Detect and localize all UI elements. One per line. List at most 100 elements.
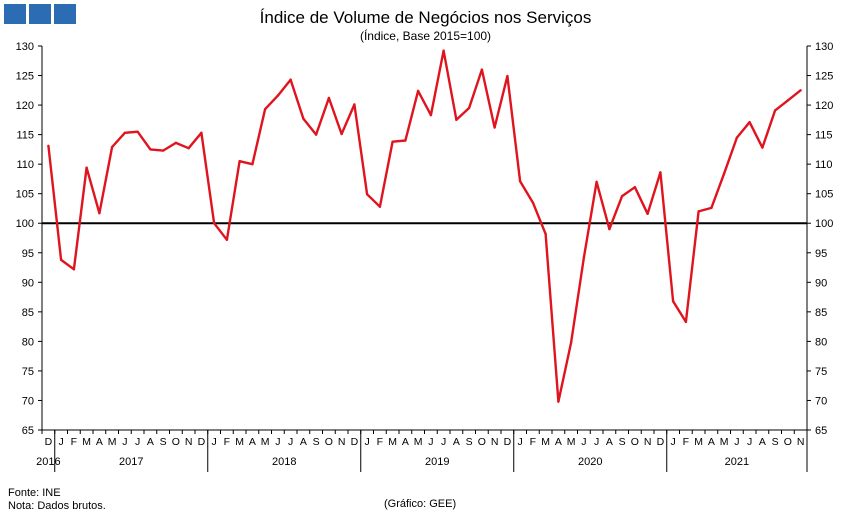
data-point bbox=[200, 131, 203, 135]
x-month-label: J bbox=[122, 436, 127, 448]
x-month-label: O bbox=[631, 436, 639, 448]
data-point bbox=[442, 49, 445, 52]
x-month-label: A bbox=[453, 436, 460, 448]
x-year-label: 2018 bbox=[272, 456, 296, 468]
x-month-label: J bbox=[734, 436, 739, 448]
y-tick-label-left: 130 bbox=[16, 41, 34, 53]
x-month-label: M bbox=[720, 436, 729, 448]
data-point bbox=[633, 185, 637, 189]
x-month-label: M bbox=[82, 436, 91, 448]
data-point bbox=[518, 180, 522, 183]
data-point bbox=[327, 96, 331, 100]
x-month-label: S bbox=[772, 436, 779, 448]
x-month-label: J bbox=[747, 436, 752, 448]
x-month-label: D bbox=[198, 436, 206, 448]
x-year-label: 2017 bbox=[119, 456, 143, 468]
x-month-label: O bbox=[172, 436, 180, 448]
data-point bbox=[238, 160, 241, 163]
data-note: Nota: Dados brutos. bbox=[8, 500, 106, 512]
x-month-label: N bbox=[185, 436, 193, 448]
x-month-label: O bbox=[325, 436, 333, 448]
y-tick-label-right: 65 bbox=[815, 425, 827, 437]
data-point bbox=[620, 194, 624, 198]
y-tick-label-left: 75 bbox=[22, 366, 34, 378]
data-point bbox=[353, 103, 356, 106]
data-point bbox=[391, 140, 394, 143]
x-month-label: S bbox=[619, 436, 626, 448]
data-point bbox=[59, 258, 63, 262]
x-month-label: J bbox=[59, 436, 64, 448]
x-month-label: J bbox=[365, 436, 370, 448]
data-point bbox=[174, 141, 178, 145]
data-point bbox=[735, 136, 739, 139]
x-month-label: A bbox=[96, 436, 103, 448]
data-point bbox=[161, 149, 165, 152]
x-year-label: 2019 bbox=[425, 456, 449, 468]
y-tick-label-left: 65 bbox=[22, 425, 34, 437]
data-point bbox=[110, 145, 114, 149]
y-tick-label-left: 70 bbox=[22, 395, 34, 407]
x-month-label: S bbox=[313, 436, 320, 448]
data-point bbox=[722, 172, 726, 175]
data-point bbox=[557, 400, 560, 403]
y-tick-label-right: 95 bbox=[815, 248, 827, 260]
data-point bbox=[544, 232, 547, 236]
data-point bbox=[531, 201, 535, 204]
data-point bbox=[302, 117, 305, 120]
data-point bbox=[314, 133, 318, 136]
data-point bbox=[187, 147, 190, 150]
data-point bbox=[773, 109, 777, 112]
data-point bbox=[149, 148, 152, 151]
y-tick-label-left: 120 bbox=[16, 100, 34, 112]
data-point bbox=[748, 121, 751, 124]
data-point bbox=[85, 166, 88, 169]
x-month-label: J bbox=[594, 436, 599, 448]
y-tick-label-right: 80 bbox=[815, 336, 827, 348]
x-month-label: D bbox=[504, 436, 512, 448]
x-month-label: A bbox=[249, 436, 256, 448]
x-month-label: A bbox=[147, 436, 154, 448]
page-subtitle: (Índice, Base 2015=100) bbox=[359, 29, 492, 43]
x-month-label: N bbox=[491, 436, 499, 448]
series-line bbox=[47, 49, 802, 403]
y-tick-label-right: 75 bbox=[815, 366, 827, 378]
logo-block-1 bbox=[4, 4, 26, 24]
x-month-label: J bbox=[212, 436, 217, 448]
data-point bbox=[429, 113, 433, 117]
x-month-label: J bbox=[275, 436, 280, 448]
x-month-label: M bbox=[108, 436, 117, 448]
data-point bbox=[251, 162, 254, 166]
y-tick-label-left: 110 bbox=[16, 159, 34, 171]
data-point bbox=[697, 210, 700, 213]
x-month-label: A bbox=[606, 436, 613, 448]
data-point bbox=[365, 193, 369, 196]
y-tick-label-left: 105 bbox=[16, 189, 34, 201]
data-point bbox=[340, 132, 343, 136]
y-tick-label-left: 90 bbox=[22, 277, 34, 289]
x-month-label: F bbox=[530, 436, 536, 448]
x-month-label: F bbox=[71, 436, 77, 448]
x-month-label: M bbox=[388, 436, 397, 448]
x-month-label: J bbox=[441, 436, 446, 448]
x-month-label: M bbox=[541, 436, 550, 448]
y-tick-label-left: 95 bbox=[22, 248, 34, 260]
page-title: Índice de Volume de Negócios nos Serviço… bbox=[259, 8, 592, 27]
y-tick-label-right: 130 bbox=[815, 41, 833, 53]
data-point bbox=[799, 89, 802, 92]
x-month-label: M bbox=[567, 436, 576, 448]
y-tick-label-right: 110 bbox=[815, 159, 833, 171]
x-month-label: F bbox=[377, 436, 383, 448]
y-tick-label-right: 115 bbox=[815, 130, 833, 142]
data-point bbox=[467, 106, 471, 110]
x-month-label: N bbox=[338, 436, 346, 448]
data-point bbox=[404, 139, 407, 142]
data-point bbox=[263, 108, 267, 111]
x-month-label: F bbox=[224, 436, 230, 448]
x-month-label: O bbox=[478, 436, 486, 448]
x-month-label: D bbox=[351, 436, 359, 448]
x-month-label: D bbox=[45, 436, 53, 448]
y-tick-label-left: 100 bbox=[16, 218, 34, 230]
x-month-label: M bbox=[414, 436, 423, 448]
x-year-label: 2016 bbox=[36, 456, 60, 468]
x-year-label: 2021 bbox=[725, 456, 749, 468]
